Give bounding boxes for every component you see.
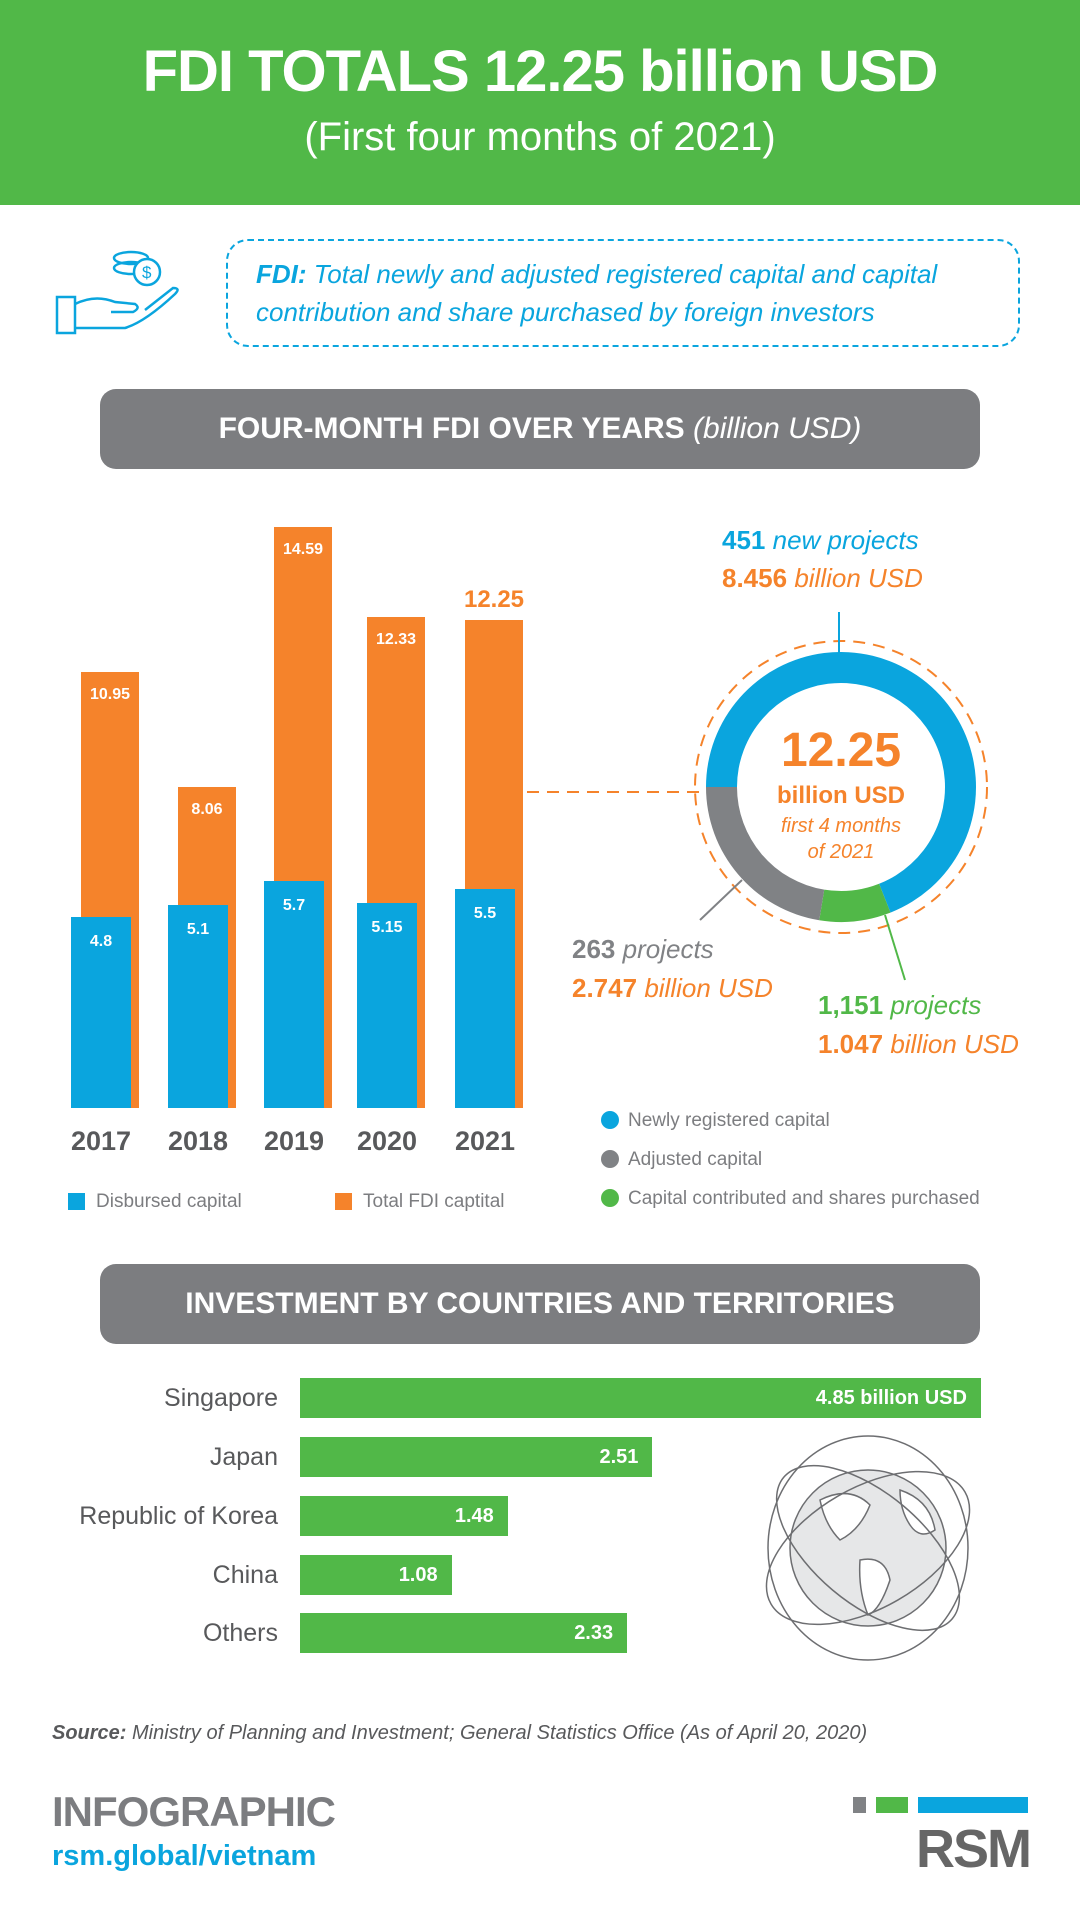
- legend-disbursed: Disbursed capital: [96, 1191, 242, 1212]
- legend-dot-new: [601, 1111, 619, 1129]
- country-label: China: [212, 1561, 278, 1589]
- bar-total-label: 12.25: [463, 586, 525, 614]
- leader-adjusted: [699, 879, 743, 921]
- year-label: 2020: [356, 1126, 418, 1156]
- legend-total: Total FDI captital: [363, 1191, 505, 1212]
- page-subtitle: (First four months of 2021): [304, 115, 776, 159]
- page-title: FDI TOTALS 12.25 billion USD: [142, 39, 939, 104]
- svg-text:$: $: [142, 263, 152, 282]
- year-label: 2018: [167, 1126, 229, 1156]
- country-bar: 2.51: [300, 1437, 653, 1477]
- globe-icon: [765, 1435, 971, 1661]
- country-label: Singapore: [164, 1384, 278, 1412]
- section-header-fdi-years: FOUR-MONTH FDI OVER YEARS (billion USD): [100, 389, 980, 469]
- bar-disbursed-label: 5.15: [371, 919, 403, 937]
- logo-bar-gray: [853, 1797, 866, 1813]
- legend-dot-adjusted: [601, 1150, 619, 1168]
- label-adjusted-amount: 2.747 billion USD: [572, 973, 773, 1003]
- bar-total-label: 12.33: [375, 631, 417, 649]
- bar-disbursed-2019: [264, 881, 324, 1108]
- legend-dot-contributed: [601, 1189, 619, 1207]
- legend-contributed: Capital contributed and shares purchased: [628, 1188, 980, 1209]
- bar-disbursed-2018: [168, 905, 228, 1108]
- bar-disbursed-2021: [455, 889, 515, 1108]
- legend-swatch-total: [335, 1193, 352, 1210]
- bar-disbursed-label: 5.5: [473, 905, 497, 923]
- bar-total-label: 8.06: [191, 801, 223, 819]
- country-label: Japan: [209, 1443, 278, 1471]
- bar-disbursed-2017: [71, 916, 131, 1108]
- bar-disbursed-label: 5.1: [186, 921, 210, 939]
- bar-total-label: 10.95: [89, 686, 131, 704]
- donut-slice: [819, 883, 891, 922]
- label-new-amount: 8.456 billion USD: [722, 563, 923, 593]
- definition-term: FDI:: [256, 259, 307, 289]
- header-banner: [0, 0, 1080, 205]
- country-label: Republic of Korea: [79, 1502, 278, 1530]
- country-bar: 4.85 billion USD: [300, 1378, 981, 1418]
- label-adjusted-projects: 263 projects: [572, 934, 714, 964]
- bar-total-label: 14.59: [282, 541, 324, 559]
- bar-disbursed-label: 4.8: [89, 932, 113, 950]
- section-unit: (billion USD): [693, 412, 862, 445]
- legend-new: Newly registered capital: [628, 1110, 830, 1131]
- donut-center-unit: billion USD: [777, 782, 905, 809]
- label-contributed-projects: 1,151 projects: [818, 990, 982, 1020]
- section-title: FOUR-MONTH FDI OVER YEARS: [218, 412, 685, 445]
- donut-center-note1: first 4 months: [780, 815, 902, 837]
- website-link[interactable]: rsm.global/vietnam: [52, 1840, 317, 1872]
- section-header-countries: INVESTMENT BY COUNTRIES AND TERRITORIES: [100, 1264, 980, 1344]
- year-label: 2017: [70, 1126, 132, 1156]
- country-bar: 1.48: [300, 1496, 508, 1536]
- hand-coins-icon: $: [55, 250, 179, 335]
- country-bar: 1.08: [300, 1555, 452, 1595]
- year-label: 2021: [454, 1126, 516, 1156]
- legend-adjusted: Adjusted capital: [628, 1149, 763, 1170]
- bar-disbursed-label: 5.7: [282, 897, 306, 915]
- label-new-projects: 451 new projects: [722, 525, 919, 555]
- logo-bar-blue: [918, 1797, 1028, 1813]
- leader-contributed: [884, 914, 906, 981]
- rsm-logo: RSM: [916, 1819, 1032, 1879]
- fdi-definition-box: FDI: Total newly and adjusted registered…: [226, 239, 1020, 347]
- legend-swatch-disbursed: [68, 1193, 85, 1210]
- label-contributed-amount: 1.047 billion USD: [818, 1029, 1019, 1059]
- source-note: Source: Ministry of Planning and Investm…: [52, 1722, 868, 1744]
- year-label: 2019: [263, 1126, 325, 1156]
- infographic-label: INFOGRAPHIC: [52, 1788, 336, 1835]
- bar-disbursed-2020: [357, 903, 417, 1108]
- donut-center-note2: of 2021: [807, 841, 875, 863]
- country-label: Others: [202, 1619, 278, 1647]
- definition-text: Total newly and adjusted registered capi…: [256, 259, 938, 327]
- country-bar: 2.33: [300, 1613, 628, 1653]
- logo-bar-green: [876, 1797, 908, 1813]
- donut-center-value: 12.25: [780, 724, 902, 777]
